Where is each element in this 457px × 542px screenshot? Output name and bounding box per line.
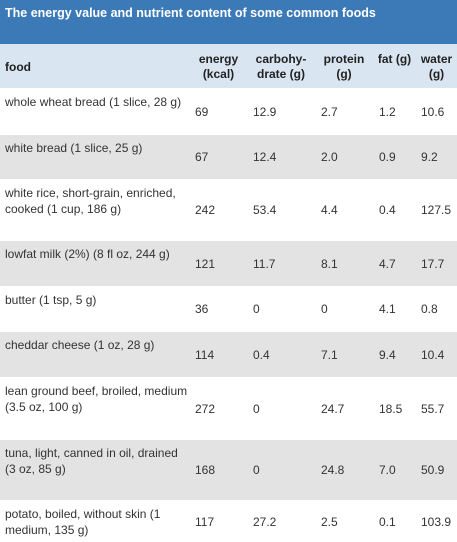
food-name: whole wheat bread (1 slice, 28 g) xyxy=(5,95,182,109)
carbohydrate-value: 0 xyxy=(253,302,260,316)
water-value: 9.2 xyxy=(421,150,438,164)
food-name: potato, boiled, without skin (1 medium, … xyxy=(5,507,161,537)
fat-value: 4.1 xyxy=(379,302,396,316)
food-name: lean ground beef, broiled, medium (3.5 o… xyxy=(5,384,188,414)
fat-value: 9.4 xyxy=(379,347,396,362)
water-value: 17.7 xyxy=(421,256,445,271)
header-protein-text: protein (g) xyxy=(323,52,365,81)
fat-value: 7.0 xyxy=(379,463,396,477)
table-row: lowfat milk (2%) (8 fl oz, 244 g) 121 11… xyxy=(0,240,457,286)
header-fat: fat (g) xyxy=(373,44,416,88)
water-value: 50.9 xyxy=(421,463,445,477)
energy-value: 36 xyxy=(195,302,209,316)
carbohydrate-value: 0.4 xyxy=(253,347,270,362)
energy-value: 121 xyxy=(195,256,216,271)
protein-value: 2.0 xyxy=(321,150,338,164)
fat-value: 0.4 xyxy=(379,203,396,217)
fat-value: 0.1 xyxy=(379,514,396,529)
energy-value: 242 xyxy=(195,203,216,217)
energy-value: 272 xyxy=(195,401,216,416)
energy-value: 69 xyxy=(195,104,209,119)
fat-value: 0.9 xyxy=(379,150,396,164)
protein-value: 2.5 xyxy=(321,514,338,529)
energy-value: 168 xyxy=(195,463,216,477)
protein-value: 24.8 xyxy=(321,463,345,477)
table-row: tuna, light, canned in oil, drained (3 o… xyxy=(0,439,457,500)
header-carbohydrate-text: carbohy-drate (g) xyxy=(255,52,307,81)
header-energy-text: energy (kcal) xyxy=(198,52,239,81)
table-row: white bread (1 slice, 25 g) 67 12.4 2.0 … xyxy=(0,134,457,179)
carbohydrate-value: 0 xyxy=(253,463,260,477)
header-fat-text: fat (g) xyxy=(377,52,412,66)
energy-value: 117 xyxy=(195,514,215,529)
table-row: potato, boiled, without skin (1 medium, … xyxy=(0,500,457,542)
food-name: lowfat milk (2%) (8 fl oz, 244 g) xyxy=(5,247,170,261)
protein-value: 2.7 xyxy=(321,104,338,119)
fat-value: 4.7 xyxy=(379,256,396,271)
water-value: 127.5 xyxy=(421,203,452,217)
table-row: lean ground beef, broiled, medium (3.5 o… xyxy=(0,377,457,439)
water-value: 10.6 xyxy=(421,104,445,119)
table-row: butter (1 tsp, 5 g) 36 0 0 4.1 0.8 xyxy=(0,286,457,331)
table-header-row: food energy (kcal) carbohy-drate (g) pro… xyxy=(0,44,457,88)
header-carbohydrate: carbohy-drate (g) xyxy=(247,44,315,88)
food-name: cheddar cheese (1 oz, 28 g) xyxy=(5,338,155,352)
carbohydrate-value: 12.4 xyxy=(253,150,277,164)
protein-value: 8.1 xyxy=(321,256,338,271)
food-name: white rice, short-grain, enriched, cooke… xyxy=(5,186,176,216)
table-title: The energy value and nutrient content of… xyxy=(0,0,457,44)
carbohydrate-value: 27.2 xyxy=(253,514,277,529)
protein-value: 24.7 xyxy=(321,401,345,416)
carbohydrate-value: 53.4 xyxy=(253,203,277,217)
water-value: 10.4 xyxy=(421,347,445,362)
water-value: 103.9 xyxy=(421,514,452,529)
water-value: 55.7 xyxy=(421,401,445,416)
carbohydrate-value: 11.7 xyxy=(253,256,276,271)
carbohydrate-value: 12.9 xyxy=(253,104,277,119)
table-body: whole wheat bread (1 slice, 28 g) 69 12.… xyxy=(0,88,457,542)
header-energy: energy (kcal) xyxy=(190,44,247,88)
protein-value: 0 xyxy=(321,302,328,316)
water-value: 0.8 xyxy=(421,302,438,316)
fat-value: 1.2 xyxy=(379,104,396,119)
protein-value: 7.1 xyxy=(321,347,338,362)
energy-value: 114 xyxy=(195,347,215,362)
food-name: tuna, light, canned in oil, drained (3 o… xyxy=(5,446,178,476)
table-row: whole wheat bread (1 slice, 28 g) 69 12.… xyxy=(0,88,457,134)
header-protein: protein (g) xyxy=(315,44,373,88)
carbohydrate-value: 0 xyxy=(253,401,260,416)
protein-value: 4.4 xyxy=(321,203,338,217)
table-row: white rice, short-grain, enriched, cooke… xyxy=(0,179,457,240)
header-water: water (g) xyxy=(416,44,457,88)
header-food: food xyxy=(5,60,31,74)
food-name: white bread (1 slice, 25 g) xyxy=(5,141,143,155)
energy-value: 67 xyxy=(195,150,209,164)
food-name: butter (1 tsp, 5 g) xyxy=(5,293,97,307)
fat-value: 18.5 xyxy=(379,401,403,416)
table-row: cheddar cheese (1 oz, 28 g) 114 0.4 7.1 … xyxy=(0,331,457,377)
header-water-text: water (g) xyxy=(420,52,453,81)
